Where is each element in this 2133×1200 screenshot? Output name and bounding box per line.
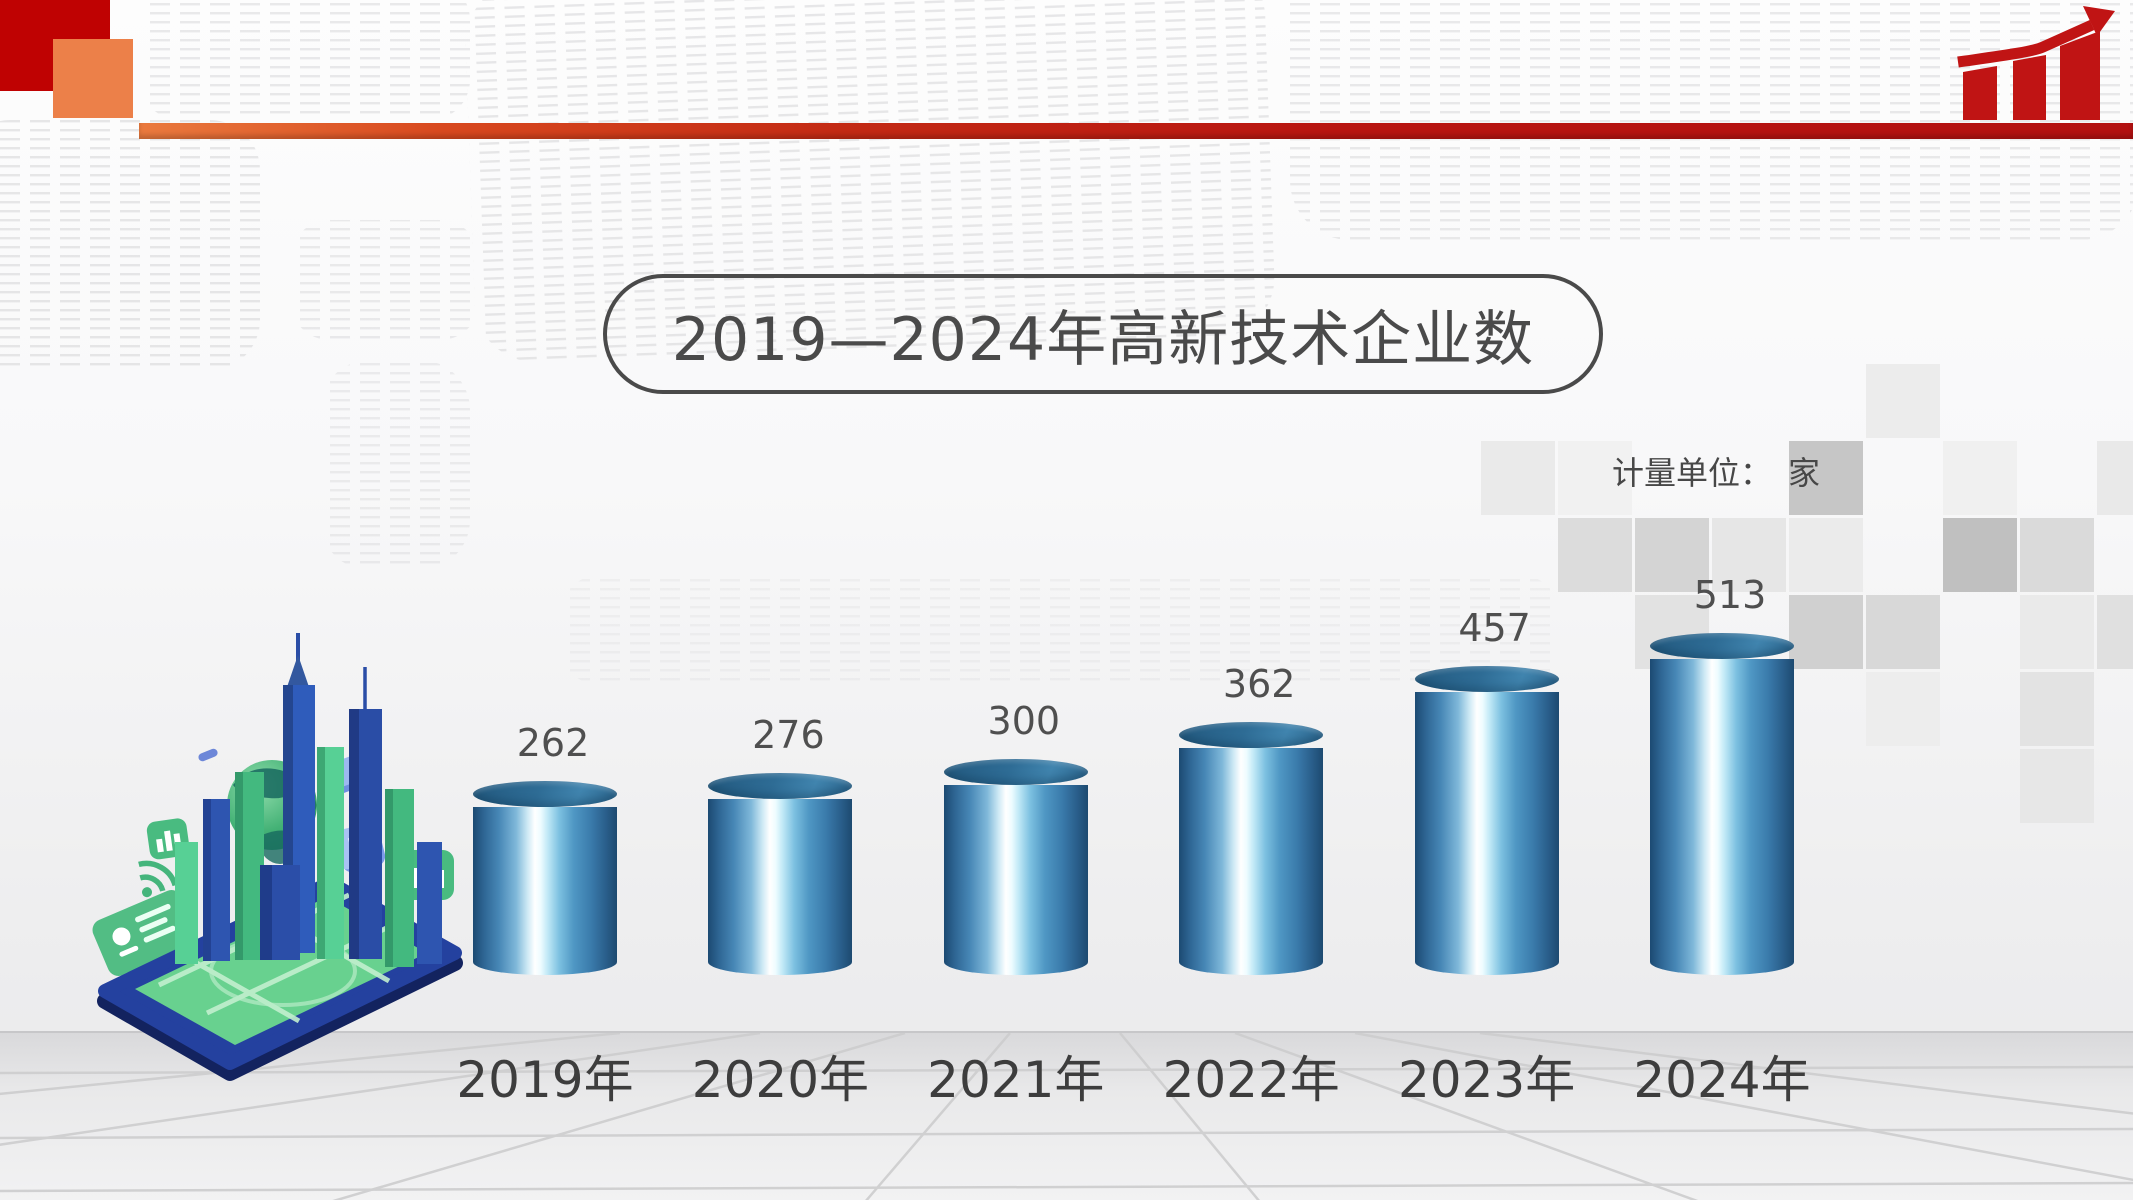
cylinder-top-ellipse	[1414, 666, 1559, 692]
mosaic-square	[1866, 364, 1940, 438]
cylinder-top-ellipse	[943, 759, 1088, 785]
id-card-badge-icon	[92, 890, 198, 976]
mosaic-square	[2097, 595, 2133, 669]
floating-dash-decoration	[198, 748, 218, 762]
unit-label: 计量单位： 家	[1612, 448, 1820, 494]
floor-grid-lines	[0, 1031, 2133, 1200]
bar-value-label: 262	[516, 721, 590, 765]
bar-value-label: 276	[752, 713, 825, 757]
cylinder-bar	[708, 799, 853, 975]
mosaic-square	[1635, 518, 1709, 592]
x-axis-label: 2023年	[1397, 1051, 1576, 1109]
cylinder-top-ellipse	[1179, 722, 1324, 748]
wifi-icon	[138, 860, 178, 898]
growth-chart-icon	[1957, 6, 2115, 120]
mosaic-square	[1712, 518, 1786, 592]
orange-square-decoration	[53, 39, 133, 118]
bar-value-label: 513	[1693, 573, 1767, 617]
x-axis-label: 2021年	[927, 1051, 1105, 1109]
cylinder-top-ellipse	[708, 773, 853, 799]
mosaic-square	[1866, 672, 1940, 746]
mosaic-square	[1789, 518, 1863, 592]
mosaic-square	[1789, 441, 1863, 515]
unit-value-text: 家	[1788, 454, 1821, 492]
mosaic-square	[2020, 518, 2094, 592]
mosaic-square	[2020, 749, 2094, 823]
mosaic-square	[1943, 518, 2017, 592]
mosaic-square	[2020, 672, 2094, 746]
mosaic-square	[2097, 441, 2133, 515]
cylinder-bar	[1650, 659, 1794, 975]
mosaic-square	[1943, 441, 2017, 515]
cylinder-bar	[943, 785, 1088, 975]
x-axis-label: 2020年	[691, 1051, 870, 1109]
x-axis-label: 2024年	[1633, 1051, 1811, 1109]
unit-label-text: 计量单位：	[1612, 454, 1773, 492]
cylinder-top-ellipse	[473, 781, 617, 807]
mosaic-square	[1866, 595, 1940, 669]
chart-title-text: 2019—2024年高新技术企业数	[671, 304, 1535, 375]
chart-title: 2019—2024年高新技术企业数	[603, 274, 1603, 394]
x-axis-label: 2019年	[456, 1051, 634, 1109]
floor-perspective	[0, 1031, 2133, 1200]
smart-city-illustration	[92, 633, 463, 1081]
city-buildings	[175, 633, 442, 967]
mosaic-square	[2020, 595, 2094, 669]
bar-value-label: 362	[1222, 662, 1296, 706]
cylinder-bar	[473, 807, 617, 975]
cylinder-bar	[1414, 692, 1559, 975]
x-axis-label: 2022年	[1162, 1051, 1340, 1109]
header-rule	[139, 123, 2133, 139]
bar-value-label: 300	[987, 699, 1061, 743]
bar-value-label: 457	[1458, 606, 1531, 650]
mosaic-square	[1558, 518, 1632, 592]
cylinder-top-ellipse	[1650, 633, 1794, 659]
mosaic-square	[1481, 441, 1555, 515]
cylinder-bar	[1179, 748, 1324, 975]
world-map-pattern	[0, 0, 2133, 685]
mosaic-square	[1789, 595, 1863, 669]
mosaic-square	[1558, 441, 1632, 515]
